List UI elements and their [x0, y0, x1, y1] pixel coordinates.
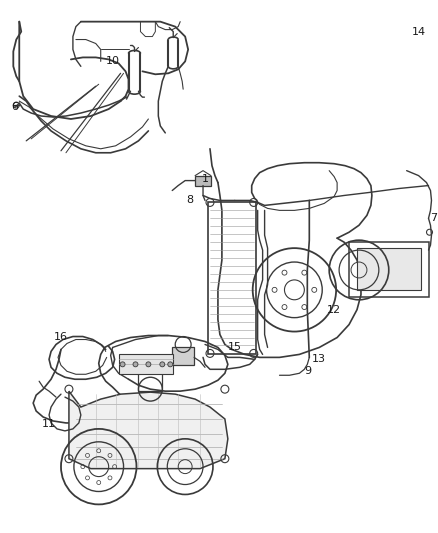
- Bar: [349, 242, 428, 297]
- Bar: [208, 203, 256, 354]
- Text: 1: 1: [201, 174, 208, 183]
- Bar: [357, 248, 420, 290]
- Text: 16: 16: [54, 332, 68, 342]
- Text: 12: 12: [327, 305, 341, 314]
- Circle shape: [160, 362, 165, 367]
- Bar: [195, 175, 211, 185]
- Circle shape: [133, 362, 138, 367]
- Text: 14: 14: [412, 27, 426, 37]
- Text: 15: 15: [228, 343, 242, 352]
- Text: 6: 6: [11, 102, 18, 112]
- Bar: [138, 369, 162, 391]
- Text: 10: 10: [106, 56, 120, 67]
- Bar: [119, 354, 173, 374]
- Circle shape: [146, 362, 151, 367]
- Circle shape: [120, 362, 125, 367]
- Text: 8: 8: [187, 196, 194, 205]
- Bar: [172, 348, 194, 365]
- Circle shape: [168, 362, 173, 367]
- Text: 7: 7: [430, 213, 437, 223]
- Text: 11: 11: [42, 419, 56, 429]
- Text: 9: 9: [304, 366, 311, 376]
- Text: 13: 13: [312, 354, 326, 365]
- Polygon shape: [69, 391, 228, 469]
